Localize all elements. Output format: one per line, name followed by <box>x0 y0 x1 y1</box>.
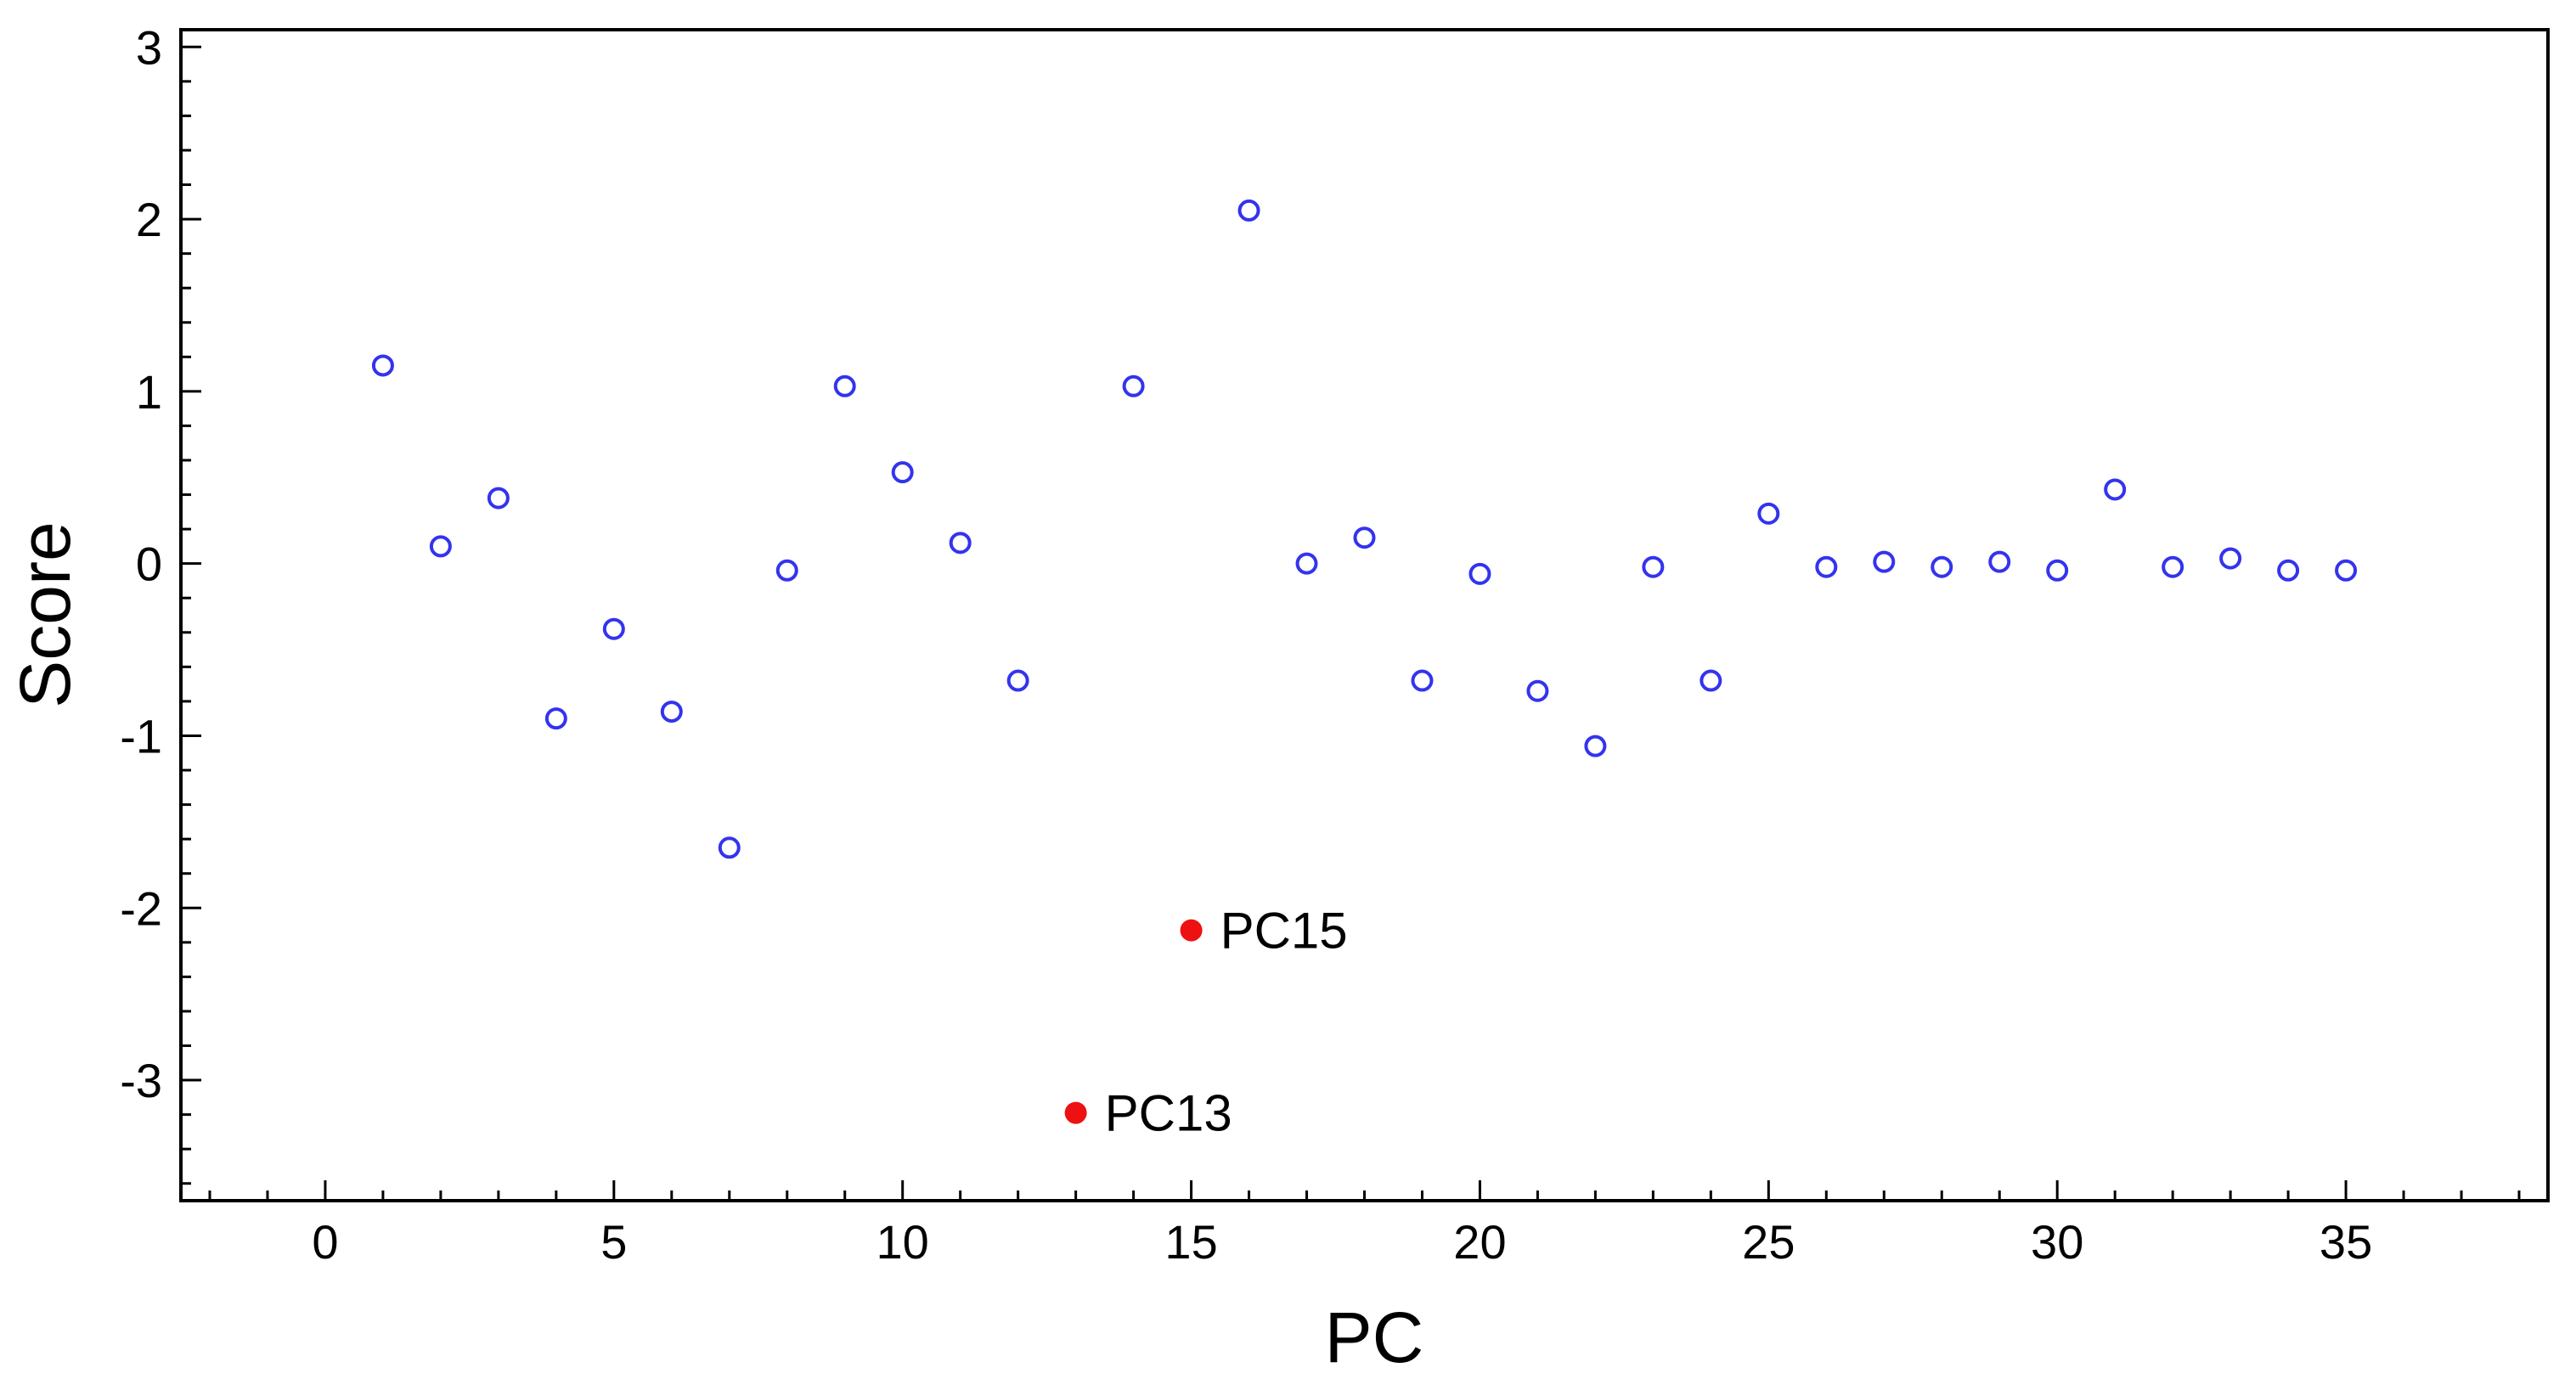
scatter-point <box>660 701 683 723</box>
scatter-point <box>1873 550 1896 573</box>
scatter-point <box>1122 374 1145 397</box>
scatter-point <box>1295 552 1318 575</box>
scatter-point <box>718 836 741 859</box>
y-tick-label: 0 <box>136 538 162 591</box>
scatter-point <box>429 535 452 558</box>
scatter-point <box>833 374 856 397</box>
scatter-point <box>949 532 972 554</box>
y-tick-label: 1 <box>136 365 162 419</box>
scatter-point <box>1757 502 1780 525</box>
x-tick-label: 20 <box>1453 1215 1506 1269</box>
scatter-point <box>602 617 625 640</box>
y-tick-label: -1 <box>120 709 162 763</box>
scatter-point <box>1526 679 1549 702</box>
scatter-point <box>2335 559 2358 582</box>
scatter-point <box>1642 555 1665 578</box>
scatter-point <box>1353 526 1376 549</box>
x-tick-label: 15 <box>1164 1215 1217 1269</box>
x-tick-label: 10 <box>877 1215 929 1269</box>
plot-area-frame <box>179 28 2550 1202</box>
highlighted-point <box>1180 919 1203 942</box>
scatter-point <box>1699 669 1722 692</box>
scatter-point <box>2277 559 2300 582</box>
y-axis-title: Score <box>5 521 85 707</box>
scatter-point <box>1931 555 1953 578</box>
highlighted-point <box>1064 1101 1087 1124</box>
x-axis-title: PC <box>1325 1297 1424 1377</box>
annotations-layer: PC15 PC13 <box>1105 903 1348 1142</box>
y-tick-label: -2 <box>120 881 162 935</box>
x-tick-label: 5 <box>600 1215 627 1269</box>
major-ticks <box>181 45 2348 1201</box>
scatter-point <box>775 559 798 582</box>
points-layer <box>371 199 2358 1124</box>
x-tick-label: 35 <box>2320 1215 2372 1269</box>
x-tick-label: 25 <box>1742 1215 1795 1269</box>
minor-ticks <box>181 80 2521 1201</box>
scatter-point <box>2219 547 2242 570</box>
scatter-point <box>487 487 510 509</box>
x-tick-label: 0 <box>312 1215 338 1269</box>
point-annotation: PC13 <box>1105 1085 1232 1142</box>
scatter-point <box>1584 735 1607 757</box>
scatter-point <box>1006 669 1029 692</box>
scatter-point <box>1237 199 1260 222</box>
scatter-point <box>544 707 567 730</box>
y-tick-label: -3 <box>120 1054 162 1107</box>
scatter-point <box>1988 550 2011 573</box>
scatter-point <box>1815 555 1838 578</box>
scatter-point <box>1411 669 1434 692</box>
scatter-point <box>371 354 394 377</box>
y-tick-label: 2 <box>136 193 162 246</box>
point-annotation: PC15 <box>1220 903 1348 960</box>
y-tick-label: 3 <box>136 20 162 74</box>
scatter-point <box>2162 555 2184 578</box>
scatter-point <box>891 461 914 484</box>
scatter-point <box>2104 478 2127 501</box>
scatter-point <box>2046 559 2069 582</box>
scatter-point <box>1468 562 1491 585</box>
x-tick-label: 30 <box>2031 1215 2083 1269</box>
